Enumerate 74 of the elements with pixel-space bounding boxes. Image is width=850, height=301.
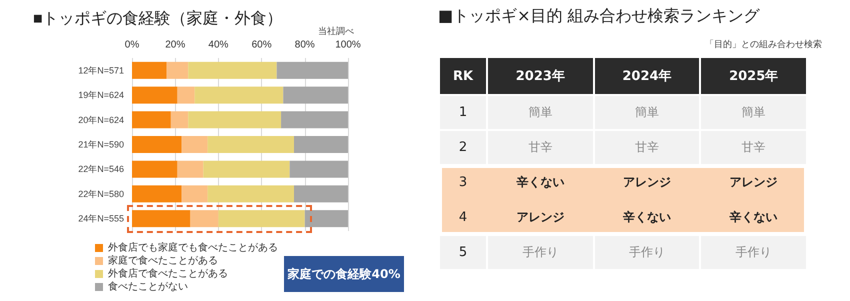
bar [177, 86, 195, 104]
y-tick-label: 2 [440, 131, 486, 164]
y-tick-label: 4 [458, 209, 468, 227]
bar [188, 62, 277, 79]
bar [132, 136, 182, 153]
text: 家庭での食経験40% [284, 256, 404, 292]
bar [177, 160, 204, 178]
text: 甘辛 [742, 140, 766, 154]
text: 甘辛 [634, 140, 659, 154]
bar [132, 210, 190, 228]
text: アレンジ [622, 175, 671, 189]
text: アレンジ [730, 175, 778, 189]
bar [281, 111, 348, 128]
bar [166, 62, 188, 79]
x-tick-label: 2024年 [594, 58, 700, 94]
x-tick-label: 40% [208, 40, 229, 50]
x-tick-label: 60% [252, 40, 272, 50]
bar [190, 210, 218, 228]
y-tick-label: 3 [458, 174, 468, 192]
y-tick-label: 5 [440, 236, 486, 269]
bar [203, 160, 290, 178]
bar [132, 185, 182, 202]
chart-title: ■トッポギの食経験（家庭・外食） [33, 10, 283, 28]
bar [132, 86, 178, 104]
y-axis-title: RK [440, 58, 486, 94]
y-tick-label: 1 [440, 96, 486, 129]
bar [132, 160, 178, 178]
bar [194, 86, 284, 104]
text: 辛くない [622, 210, 671, 224]
bar [170, 111, 188, 128]
x-tick-label: 100% [335, 40, 361, 50]
text: 「目的」との組み合わせ検索 [705, 38, 822, 51]
x-tick-label: 2025年 [701, 58, 806, 94]
text: 手作り [628, 245, 665, 259]
text: 辛くない [730, 210, 778, 224]
y-tick-label: 20年N=624 [78, 114, 124, 125]
text: 簡単 [528, 105, 552, 119]
text: 簡単 [634, 105, 659, 119]
text: 甘辛 [528, 140, 552, 154]
x-tick-label: 20% [165, 40, 186, 50]
y-tick-label: 24年N=555 [78, 214, 124, 224]
bar [188, 111, 282, 128]
y-tick-label: 12年N=571 [78, 65, 124, 76]
text: 手作り [522, 245, 558, 259]
text: 手作り [736, 245, 772, 259]
text: アレンジ [516, 210, 564, 224]
bar [294, 136, 348, 153]
bar [218, 210, 305, 228]
bar [182, 136, 208, 153]
bar [132, 62, 167, 79]
bar [290, 160, 348, 178]
legend-label: 外食店でも家庭でも食べたことがある [108, 242, 278, 254]
text: 当社調べ [318, 26, 354, 38]
bar [304, 210, 348, 228]
y-tick-label: 22年N=546 [78, 164, 124, 174]
text: 辛くない [516, 175, 564, 189]
text: 簡単 [742, 105, 766, 119]
x-tick-label: 2023年 [488, 58, 593, 94]
bar [294, 185, 348, 202]
y-tick-label: 22年N=580 [78, 188, 124, 199]
bar [208, 136, 294, 153]
x-tick-label: 0% [124, 40, 140, 50]
x-tick-label: 80% [294, 40, 315, 50]
y-tick-label: 19年N=624 [78, 90, 124, 100]
legend-label: 家庭で食べたことがある [108, 254, 218, 266]
bar [182, 185, 208, 202]
chart-title: ■トッポギ×目的 組み合わせ検索ランキング [438, 6, 760, 27]
bar [208, 185, 294, 202]
legend-label: 食べたことがない [108, 280, 188, 292]
bar [132, 111, 171, 128]
legend-label: 外食店で食べたことがある [108, 268, 228, 280]
bar [283, 86, 348, 104]
y-tick-label: 21年N=590 [78, 140, 124, 150]
bar [276, 62, 348, 79]
